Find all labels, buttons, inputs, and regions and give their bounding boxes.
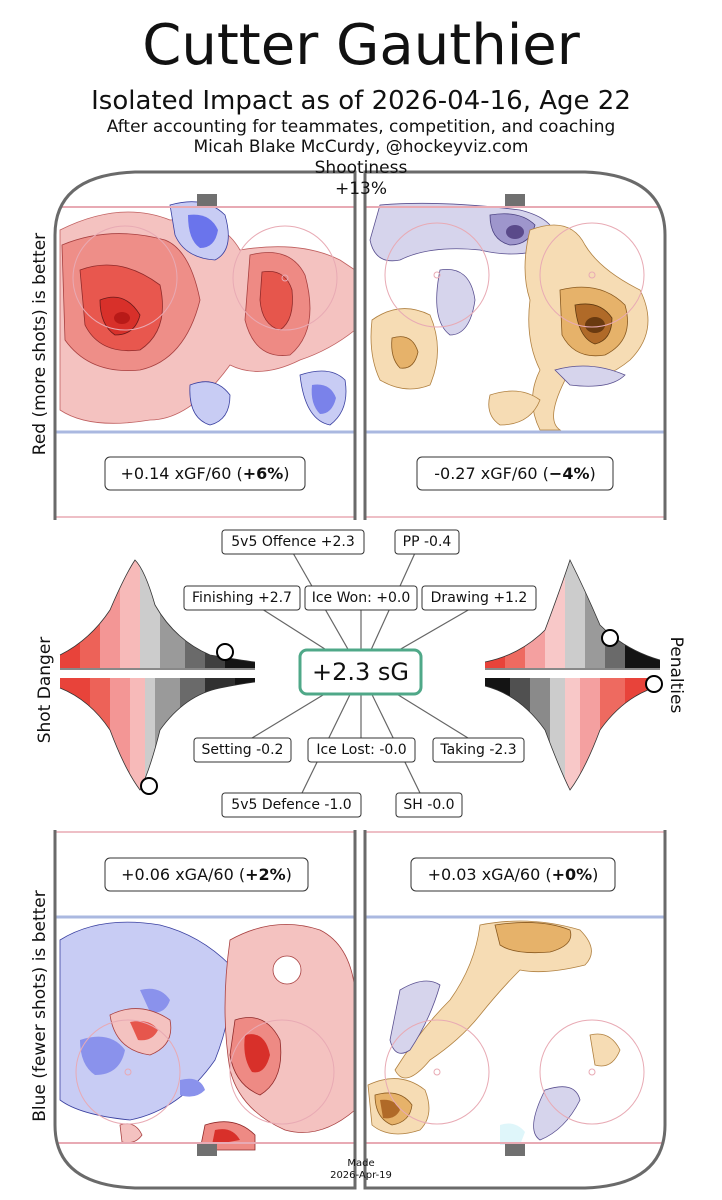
top-left-side-label: Red (more shots) is better bbox=[30, 232, 50, 456]
component-box-ice-won bbox=[304, 585, 418, 611]
component-pp: PP -0.4 bbox=[402, 534, 452, 550]
component-ice-lost: Ice Lost: -0.0 bbox=[316, 742, 407, 758]
component-box-5v5-defence bbox=[221, 792, 362, 818]
author-credit: Micah Blake McCurdy, @hockeyviz.com bbox=[193, 137, 529, 157]
defence-left-text: +0.06 xGA/60 (+2%) bbox=[121, 865, 292, 884]
defence-right-pct: +0% bbox=[551, 865, 593, 884]
penalties-label: Penalties bbox=[666, 636, 686, 714]
bottom-left-side-label: Blue (fewer shots) is better bbox=[30, 890, 50, 1122]
component-box-setting bbox=[193, 737, 292, 763]
defence-map-right bbox=[365, 831, 665, 1145]
offence-right-value: -0.27 xGF/60 bbox=[434, 464, 538, 483]
defence-box-left bbox=[104, 857, 309, 892]
offence-left-pct: +6% bbox=[242, 464, 284, 483]
component-box-pp bbox=[394, 529, 460, 555]
component-taking: Taking -2.3 bbox=[440, 742, 517, 758]
shot-danger-label: Shot Danger bbox=[35, 636, 55, 744]
component-setting: Setting -0.2 bbox=[201, 742, 284, 758]
player-name-title: Cutter Gauthier bbox=[142, 13, 580, 78]
component-sh: SH -0.0 bbox=[403, 797, 455, 813]
defence-left-value: +0.06 xGA/60 bbox=[121, 865, 234, 884]
offence-right-text: -0.27 xGF/60 (−4%) bbox=[434, 464, 596, 483]
component-ice-won: Ice Won: +0.0 bbox=[311, 590, 411, 606]
offence-box-right bbox=[416, 456, 614, 491]
offence-box-left bbox=[104, 456, 306, 491]
defence-right-value: +0.03 xGA/60 bbox=[427, 865, 541, 884]
component-drawing: Drawing +1.2 bbox=[430, 590, 528, 606]
made-footer: Made 2026-Apr-19 bbox=[311, 1158, 411, 1182]
shootiness-label: Shootiness bbox=[314, 158, 408, 178]
shot-danger-distribution bbox=[59, 559, 256, 795]
chart-subtitle: Isolated Impact as of 2026-04-16, Age 22 bbox=[91, 86, 631, 116]
offence-map-left bbox=[55, 201, 355, 518]
component-box-taking bbox=[432, 737, 525, 763]
component-finishing: Finishing +2.7 bbox=[192, 590, 292, 606]
sg-total: +2.3 sG bbox=[311, 658, 409, 686]
defence-map-left bbox=[55, 831, 355, 1151]
penalties-distribution bbox=[484, 558, 663, 795]
defence-left-pct: +2% bbox=[245, 865, 286, 884]
sg-total-box bbox=[298, 648, 423, 696]
offence-left-text: +0.14 xGF/60 (+6%) bbox=[120, 464, 290, 483]
offence-right-pct: −4% bbox=[548, 464, 590, 483]
defence-right-text: +0.03 xGA/60 (+0%) bbox=[427, 865, 599, 884]
component-box-finishing bbox=[183, 585, 301, 611]
method-note: After accounting for teammates, competit… bbox=[106, 117, 616, 137]
offence-map-right bbox=[365, 202, 665, 518]
offence-left-value: +0.14 xGF/60 bbox=[120, 464, 232, 483]
component-box-ice-lost bbox=[307, 737, 416, 763]
component-5v5-defence: 5v5 Defence -1.0 bbox=[231, 797, 352, 813]
component-box-5v5-offence bbox=[221, 529, 365, 555]
made-date: 2026-Apr-19 bbox=[330, 1170, 392, 1181]
component-box-sh bbox=[395, 792, 463, 818]
defence-box-right bbox=[410, 857, 616, 892]
shootiness-value: +13% bbox=[334, 179, 388, 199]
component-5v5-offence: 5v5 Offence +2.3 bbox=[231, 534, 355, 550]
made-label: Made bbox=[347, 1158, 375, 1169]
component-box-drawing bbox=[421, 585, 537, 611]
